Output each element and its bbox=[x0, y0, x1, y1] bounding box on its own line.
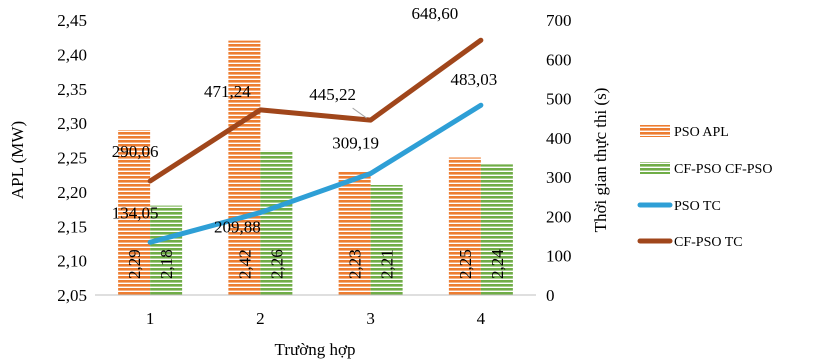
bar-data-label: 2,23 bbox=[346, 249, 365, 279]
series-line bbox=[147, 102, 484, 245]
legend: PSO APL CF-PSO CF-PSO PSO TC CF-PSO TC bbox=[637, 125, 772, 250]
secondary-y-tick-label: 600 bbox=[546, 50, 572, 69]
secondary-y-tick-label: 200 bbox=[546, 207, 572, 226]
line-data-label: 483,03 bbox=[451, 70, 498, 89]
secondary-y-tick-label: 100 bbox=[546, 247, 572, 266]
y-tick-label: 2,10 bbox=[57, 252, 87, 271]
y-axis: 2,05 2,10 2,15 2,20 2,25 2,30 2,35 2,40 2,45 bbox=[57, 11, 87, 305]
legend-label: CF-PSO TC bbox=[674, 235, 743, 250]
legend-swatch bbox=[640, 162, 670, 174]
bar-data-label: 2,24 bbox=[488, 249, 507, 279]
bar-data-label: 2,26 bbox=[267, 249, 286, 279]
secondary-y-tick-label: 400 bbox=[546, 129, 572, 148]
line-series-group bbox=[147, 37, 484, 245]
bar-data-label: 2,25 bbox=[456, 249, 475, 279]
x-axis-title: Trường hợp bbox=[275, 340, 356, 359]
bar-series-group: 2,29 2,42 2,23 2,25 2,18 2,26 2,21 2,24 bbox=[118, 40, 513, 295]
legend-label: PSO APL bbox=[674, 125, 729, 140]
y-tick-label: 2,20 bbox=[57, 183, 87, 202]
secondary-y-axis: 0 100 200 300 400 500 600 700 bbox=[546, 11, 572, 305]
series-line bbox=[147, 37, 484, 184]
bar bbox=[118, 130, 151, 295]
legend-label: PSO TC bbox=[674, 199, 721, 214]
y-axis-title: APL (MW) bbox=[8, 121, 27, 199]
y-tick-label: 2,25 bbox=[57, 149, 87, 168]
legend-label: CF-PSO CF-PSO bbox=[674, 162, 772, 177]
line-data-label: 309,19 bbox=[332, 134, 379, 153]
y-tick-label: 2,30 bbox=[57, 114, 87, 133]
line-data-label: 209,88 bbox=[214, 218, 261, 237]
secondary-y-tick-label: 700 bbox=[546, 11, 572, 30]
secondary-y-axis-title: Thời gian thực thi (s) bbox=[591, 88, 610, 233]
bar bbox=[228, 40, 261, 295]
line-data-label: 445,22 bbox=[309, 85, 356, 104]
bar bbox=[260, 150, 293, 295]
secondary-y-tick-label: 300 bbox=[546, 168, 572, 187]
y-tick-label: 2,45 bbox=[57, 11, 87, 30]
bar bbox=[338, 171, 371, 295]
secondary-y-tick-label: 0 bbox=[546, 286, 555, 305]
bar-data-label: 2,18 bbox=[157, 249, 176, 279]
bar bbox=[370, 185, 403, 295]
y-tick-label: 2,15 bbox=[57, 217, 87, 236]
legend-swatch bbox=[640, 125, 670, 137]
bar-data-label: 2,29 bbox=[125, 249, 144, 279]
x-tick-label: 4 bbox=[477, 309, 486, 328]
x-axis: 1 2 3 4 bbox=[146, 309, 486, 328]
line-data-label: 290,06 bbox=[112, 142, 159, 161]
bar bbox=[448, 157, 481, 295]
bar bbox=[480, 164, 513, 295]
line-data-labels: 134,05 209,88 309,19 483,03 290,06 471,24 445,… bbox=[112, 4, 498, 236]
line-data-label: 134,05 bbox=[112, 203, 159, 222]
y-tick-label: 2,35 bbox=[57, 80, 87, 99]
bar-data-label: 2,21 bbox=[378, 249, 397, 279]
bar-data-label: 2,42 bbox=[235, 249, 254, 279]
x-tick-label: 3 bbox=[366, 309, 375, 328]
leader-line bbox=[352, 107, 367, 119]
x-tick-label: 1 bbox=[146, 309, 155, 328]
y-tick-label: 2,05 bbox=[57, 286, 87, 305]
secondary-y-tick-label: 500 bbox=[546, 90, 572, 109]
y-tick-label: 2,40 bbox=[57, 45, 87, 64]
bar bbox=[150, 205, 183, 295]
line-data-label: 648,60 bbox=[412, 4, 459, 23]
line-data-label: 471,24 bbox=[204, 82, 251, 101]
x-tick-label: 2 bbox=[256, 309, 265, 328]
